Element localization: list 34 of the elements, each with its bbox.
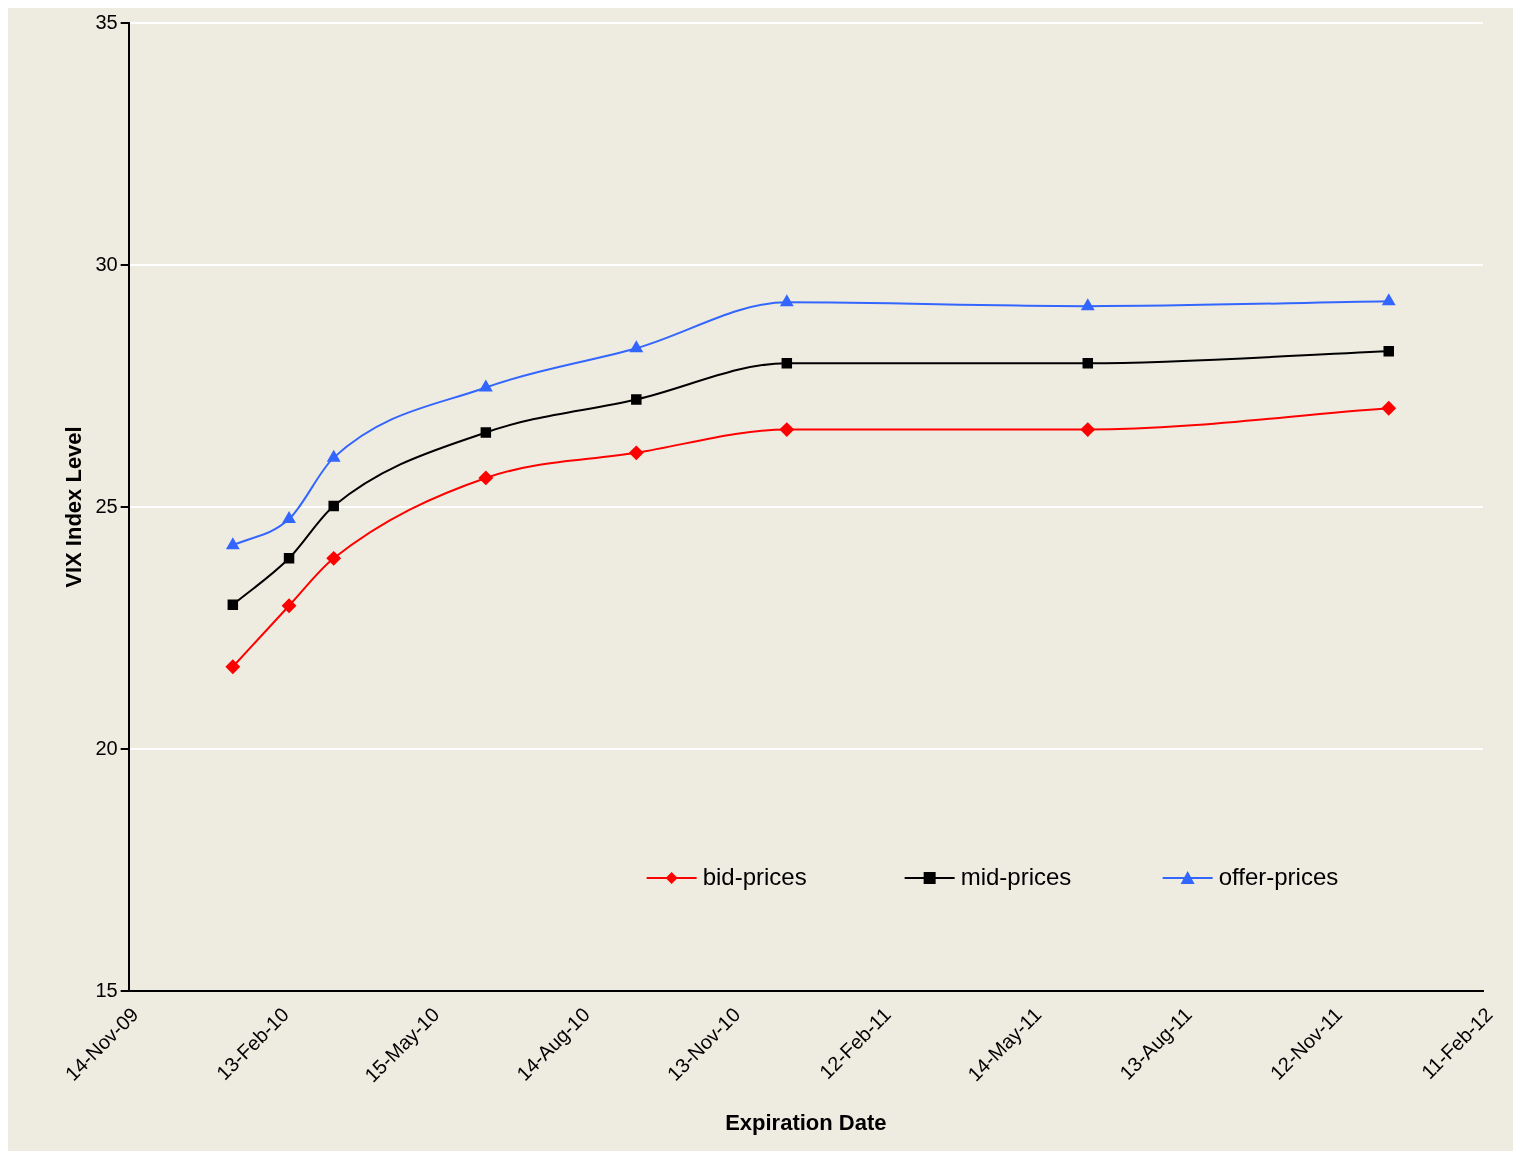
y-tick-label: 35 (95, 10, 118, 33)
y-tick-label: 15 (95, 978, 118, 1001)
point (1381, 401, 1396, 416)
point (326, 551, 341, 566)
point (328, 500, 339, 512)
point (480, 427, 492, 438)
point (327, 450, 340, 462)
legend-label: mid-prices (960, 862, 1072, 890)
point (630, 341, 643, 353)
point (226, 538, 240, 550)
y-axis-title: VIX Index Level (61, 426, 87, 588)
point (479, 380, 493, 392)
y-tick-label: 20 (95, 736, 118, 759)
point (478, 470, 493, 485)
point (1081, 299, 1094, 311)
point (225, 659, 240, 674)
x-axis-title: Expiration Date (725, 1109, 887, 1135)
y-tick-label: 30 (95, 252, 118, 275)
point (282, 598, 297, 613)
point (779, 422, 794, 437)
point (283, 553, 295, 564)
point (1080, 422, 1095, 437)
point (780, 295, 793, 307)
point (781, 358, 793, 369)
point (631, 394, 642, 405)
point (227, 599, 239, 611)
legend-label: bid-prices (702, 862, 807, 890)
point (1082, 358, 1094, 369)
point (629, 445, 644, 460)
legend-label: offer-prices (1218, 862, 1339, 890)
point (282, 512, 296, 524)
point (1383, 345, 1394, 357)
y-tick-label: 25 (95, 494, 118, 517)
point (1382, 294, 1395, 306)
